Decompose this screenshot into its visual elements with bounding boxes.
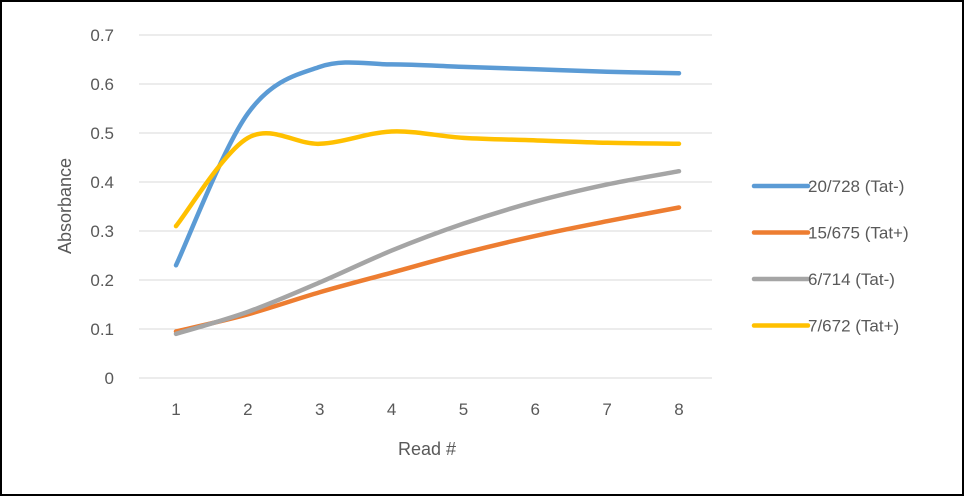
legend-label: 20/728 (Tat-) <box>808 177 904 196</box>
series-line-4 <box>173 129 682 229</box>
y-axis-title: Absorbance <box>55 158 75 254</box>
y-axis-ticks: 0 0.1 0.2 0.3 0.4 0.5 0.6 0.7 <box>90 26 114 388</box>
x-axis-ticks: 1 2 3 4 5 6 7 8 <box>171 400 683 419</box>
y-tick-label: 0.1 <box>90 320 114 339</box>
x-tick-label: 5 <box>459 400 468 419</box>
x-tick-label: 1 <box>171 400 180 419</box>
series-line-3 <box>173 168 682 337</box>
x-tick-label: 6 <box>531 400 540 419</box>
legend: 20/728 (Tat-) 15/675 (Tat+) 6/714 (Tat-) 7/… <box>751 177 909 336</box>
legend-label: 6/714 (Tat-) <box>808 270 895 289</box>
y-tick-label: 0.4 <box>90 173 114 192</box>
y-tick-label: 0.2 <box>90 271 114 290</box>
gridlines <box>139 34 712 379</box>
x-tick-label: 2 <box>243 400 252 419</box>
x-tick-label: 3 <box>315 400 324 419</box>
series-line-2 <box>173 205 682 334</box>
legend-label: 7/672 (Tat+) <box>808 317 899 336</box>
legend-label: 15/675 (Tat+) <box>808 224 909 243</box>
y-tick-label: 0.6 <box>90 75 114 94</box>
y-tick-label: 0 <box>105 369 114 388</box>
x-tick-label: 7 <box>602 400 611 419</box>
x-tick-label: 4 <box>387 400 396 419</box>
series-lines <box>173 60 682 337</box>
y-tick-label: 0.3 <box>90 222 114 241</box>
y-tick-label: 0.7 <box>90 26 114 45</box>
x-axis-title: Read # <box>398 439 456 459</box>
y-tick-label: 0.5 <box>90 124 114 143</box>
x-tick-label: 8 <box>674 400 683 419</box>
series-line-1 <box>173 60 682 268</box>
